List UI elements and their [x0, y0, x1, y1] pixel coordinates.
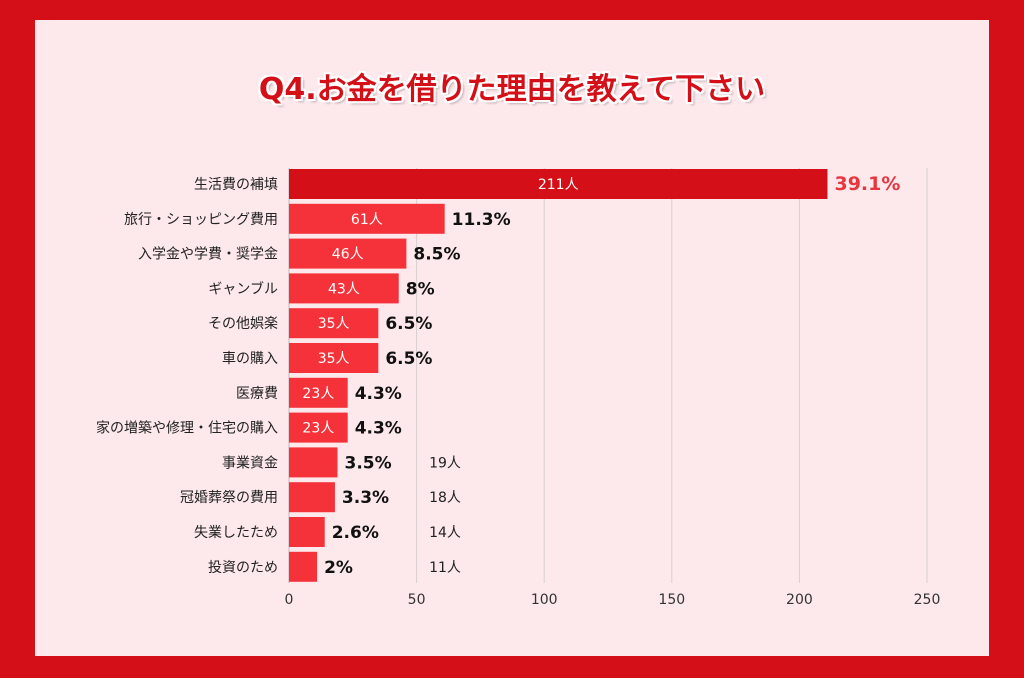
- bar-value-label: 18人: [429, 490, 461, 506]
- category-label: 生活費の補填: [194, 177, 278, 193]
- percent-label: 8.5%: [413, 245, 460, 265]
- bar: [289, 551, 318, 582]
- category-label: 冠婚葬祭の費用: [180, 490, 278, 506]
- percent-label: 4.3%: [355, 384, 402, 404]
- bar-value-label: 23人: [302, 421, 334, 437]
- percent-label: 11.3%: [452, 210, 511, 230]
- bar-value-label: 19人: [429, 455, 461, 471]
- x-tick-label: 100: [531, 592, 558, 608]
- bar: [289, 343, 379, 373]
- chart-title: Q4.お金を借りた理由を教えて下さい: [258, 72, 766, 107]
- category-label: 事業資金: [222, 455, 278, 471]
- x-tick-label: 50: [408, 592, 426, 608]
- x-tick-label: 150: [658, 592, 685, 608]
- percent-label: 6.5%: [385, 349, 432, 369]
- category-label: 家の増築や修理・住宅の購入: [96, 420, 278, 437]
- bar-value-label: 14人: [429, 525, 461, 541]
- bar-value-label: 23人: [302, 386, 334, 402]
- percent-label: 6.5%: [385, 314, 432, 334]
- category-label: ギャンブル: [208, 280, 278, 297]
- bar: [289, 482, 335, 513]
- category-label: 車の購入: [222, 350, 278, 367]
- category-label: 投資のため: [208, 560, 278, 576]
- percent-label: 3.5%: [344, 453, 391, 473]
- bar: [289, 308, 379, 339]
- percent-label: 2.6%: [332, 523, 379, 543]
- bar: [289, 238, 407, 269]
- bar-value-label: 211人: [538, 177, 579, 193]
- bar: [289, 273, 399, 304]
- bar-value-label: 46人: [332, 247, 364, 263]
- category-label: 入学金や学費・奨学金: [138, 247, 278, 263]
- chart-panel: [35, 20, 989, 656]
- bar: [289, 447, 338, 478]
- category-label: 失業したため: [194, 525, 278, 541]
- category-label: 旅行・ショッピング費用: [124, 212, 278, 228]
- bar-value-label: 43人: [328, 281, 360, 297]
- x-tick-label: 0: [285, 592, 294, 608]
- bar: [289, 203, 445, 234]
- x-tick-label: 200: [786, 592, 813, 608]
- bar-value-label: 35人: [318, 351, 350, 367]
- bar-value-label: 11人: [429, 560, 461, 576]
- percent-label: 39.1%: [834, 173, 900, 195]
- bar: [289, 377, 348, 408]
- bar-value-label: 61人: [351, 212, 383, 228]
- percent-label: 4.3%: [355, 419, 402, 439]
- x-tick-label: 250: [914, 592, 941, 608]
- bar: [289, 412, 348, 443]
- percent-label: 2%: [324, 558, 353, 578]
- category-label: 医療費: [236, 385, 278, 402]
- bar: [289, 517, 325, 547]
- bar-value-label: 35人: [318, 316, 350, 332]
- category-label: その他娯楽: [208, 316, 278, 332]
- percent-label: 8%: [406, 279, 435, 299]
- percent-label: 3.3%: [342, 488, 389, 508]
- bar: [289, 169, 828, 199]
